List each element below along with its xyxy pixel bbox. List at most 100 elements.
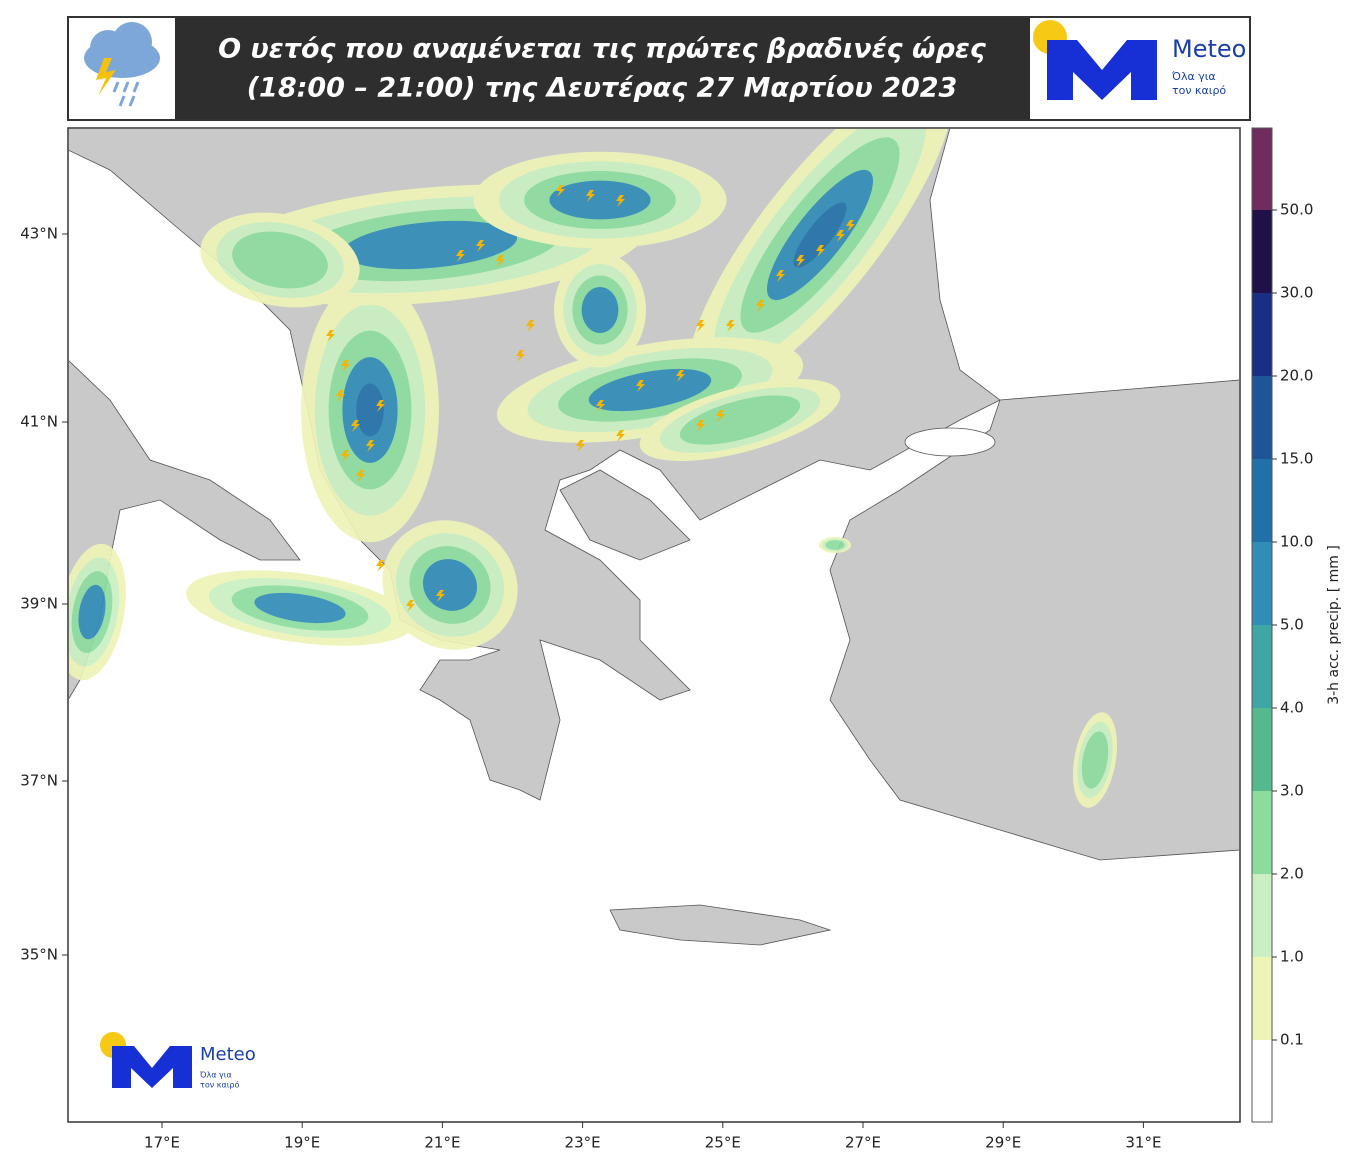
lightning-symbol <box>516 350 525 362</box>
logo-tagline: Όλα για <box>1171 70 1216 83</box>
logo-tagline: τον καιρό <box>1172 84 1226 97</box>
lightning-symbol <box>816 245 825 257</box>
precip-area <box>254 592 346 624</box>
lightning-symbol <box>476 240 485 252</box>
lightning-symbol <box>556 185 565 197</box>
lightning-symbol <box>616 430 625 442</box>
colorbar-band <box>1252 376 1272 459</box>
colorbar-tick-label: 30.0 <box>1280 284 1313 302</box>
watermark-brand: Meteo <box>200 1044 256 1065</box>
precip-area <box>793 202 847 268</box>
lightning-symbol <box>796 255 805 267</box>
lon-label: 29°E <box>985 1134 1021 1152</box>
precip-area <box>342 220 518 270</box>
lightning-symbol <box>436 590 445 602</box>
colorbar-band <box>1252 128 1272 210</box>
lightning-symbol <box>696 320 705 332</box>
lightning-symbol <box>326 330 335 342</box>
colorbar-band <box>1252 210 1272 293</box>
colorbar-band <box>1252 791 1272 874</box>
colorbar-label: 3-h acc. precip. [ mm ] <box>1326 545 1342 705</box>
precip-area <box>356 383 384 437</box>
title-line: (18:00 – 21:00) της Δευτέρας 27 Μαρτίου … <box>247 73 958 104</box>
header-band <box>175 18 1030 119</box>
lightning-symbol <box>636 380 645 392</box>
colorbar-band <box>1252 708 1272 791</box>
map-area: Meteo Όλα για τον καιρό <box>69 129 1239 1121</box>
colorbar-tick-label: 50.0 <box>1280 201 1313 219</box>
land <box>559 469 691 561</box>
land <box>829 379 1239 861</box>
lightning-symbol <box>456 250 465 262</box>
colorbar-band <box>1252 625 1272 708</box>
lon-label: 25°E <box>705 1134 741 1152</box>
precip-area <box>679 395 801 445</box>
lightning-symbol <box>341 450 350 462</box>
lightning-symbol <box>376 400 385 412</box>
colorbar-tick-label: 4.0 <box>1280 699 1304 717</box>
lightning-symbol <box>756 300 765 312</box>
colorbar-tick-label: 5.0 <box>1280 616 1304 634</box>
colorbar-band <box>1252 957 1272 1040</box>
lightning-symbol <box>616 195 625 207</box>
lightning-symbol <box>366 440 375 452</box>
lat-label: 41°N <box>20 413 58 431</box>
lightning-symbol <box>356 470 365 482</box>
lightning-symbol <box>336 390 345 402</box>
precip-area <box>78 584 106 640</box>
lightning-symbol <box>676 370 685 382</box>
colorbar-tick-label: 1.0 <box>1280 948 1304 966</box>
precip-area <box>588 368 712 412</box>
colorbar-band <box>1252 874 1272 957</box>
lightning-symbol <box>376 560 385 572</box>
precip-area <box>1081 731 1109 789</box>
watermark-logo: Meteo Όλα για τον καιρό <box>100 1032 256 1090</box>
lightning-symbol <box>341 360 350 372</box>
lightning-symbol <box>526 320 535 332</box>
colorbar-band <box>1252 1040 1272 1122</box>
lat-label: 37°N <box>20 772 58 790</box>
lightning-symbol <box>406 600 415 612</box>
precipitation <box>69 129 1118 808</box>
lon-label: 19°E <box>284 1134 320 1152</box>
colorbar-band <box>1252 542 1272 625</box>
colorbar-band <box>1252 459 1272 542</box>
watermark-tagline: Όλα για <box>199 1070 232 1080</box>
colorbar-tick-label: 10.0 <box>1280 533 1313 551</box>
lat-label: 43°N <box>20 225 58 243</box>
header-logo: Meteo Όλα για τον καιρό <box>1033 20 1246 100</box>
watermark-tagline: τον καιρό <box>200 1080 239 1090</box>
lat-label: 39°N <box>20 595 58 613</box>
precip-area <box>422 559 478 611</box>
lat-label: 35°N <box>20 946 58 964</box>
lightning-symbol <box>496 255 505 267</box>
precip-area <box>232 231 328 289</box>
map-frame <box>67 127 1241 1123</box>
colorbar-tick-label: 20.0 <box>1280 367 1313 385</box>
colorbar-band <box>1252 293 1272 376</box>
precip-area <box>549 180 651 220</box>
lightning-symbol <box>351 420 360 432</box>
lightning-symbol <box>846 220 855 232</box>
title-line: Ο υετός που αναμένεται τις πρώτες βραδιν… <box>218 34 987 65</box>
lon-label: 31°E <box>1125 1134 1161 1152</box>
lightning-symbol <box>726 320 735 332</box>
lon-label: 23°E <box>565 1134 601 1152</box>
precip-area <box>581 287 619 333</box>
lightning-symbol <box>776 270 785 282</box>
lightning-symbol <box>836 230 845 242</box>
land <box>609 904 832 946</box>
lightning-symbol <box>576 440 585 452</box>
logo-brand: Meteo <box>1172 35 1246 63</box>
lightning <box>326 185 855 612</box>
lon-label: 17°E <box>144 1134 180 1152</box>
lightning-symbol <box>596 400 605 412</box>
colorbar-tick-label: 2.0 <box>1280 865 1304 883</box>
lightning-symbol <box>716 410 725 422</box>
colorbar-tick-label: 3.0 <box>1280 782 1304 800</box>
colorbar-tick-label: 15.0 <box>1280 450 1313 468</box>
sea-of-marmara <box>904 427 996 457</box>
colorbar-tick-label: 0.1 <box>1280 1031 1304 1049</box>
precip-area <box>825 540 845 550</box>
